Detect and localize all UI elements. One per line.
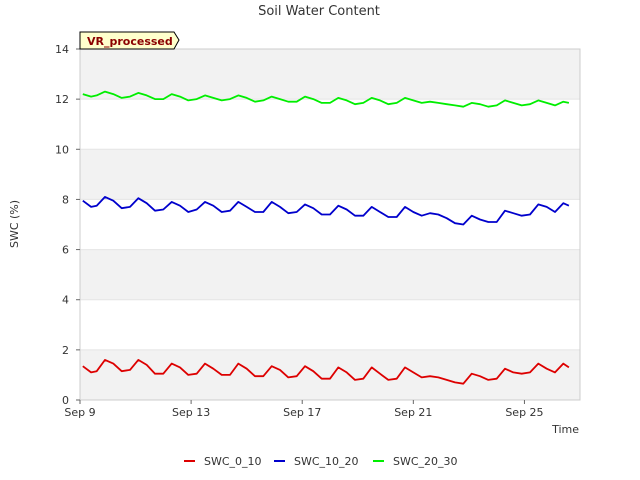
series-line-swc-10-20 [82, 195, 570, 226]
x-axis: Sep 9 Sep 13 Sep 17 Sep 21 Sep 25 [64, 400, 544, 419]
legend-label: SWC_20_30 [393, 455, 458, 468]
legend-label: SWC_0_10 [204, 455, 262, 468]
y-tick-label: 14 [55, 43, 69, 56]
grid-band [80, 49, 580, 100]
y-tick-label: 4 [62, 294, 69, 307]
y-tick-label: 0 [62, 394, 69, 407]
x-tick-label: Sep 9 [64, 406, 95, 419]
legend: SWC_0_10 SWC_10_20 SWC_20_30 [184, 455, 458, 468]
chart-title: Soil Water Content [258, 4, 380, 19]
y-tick-label: 2 [62, 344, 69, 357]
series-line-swc-20-30 [82, 90, 570, 108]
grid-band [80, 349, 580, 400]
x-axis-label: Time [551, 423, 579, 436]
y-axis: 0 2 4 6 8 10 12 14 [55, 43, 80, 407]
x-tick-label: Sep 17 [283, 406, 321, 419]
y-tick-label: 12 [55, 93, 69, 106]
badge-label: VR_processed [87, 35, 173, 48]
plot-frame [79, 48, 581, 401]
grid-band [80, 149, 580, 200]
y-tick-label: 6 [62, 244, 69, 257]
series-line-swc-0-10 [82, 358, 570, 385]
grid-bands [80, 48, 580, 401]
x-tick-label: Sep 25 [505, 406, 543, 419]
series-lines [82, 90, 570, 385]
y-tick-label: 8 [62, 193, 69, 206]
x-tick-label: Sep 21 [394, 406, 432, 419]
badge-box [79, 31, 180, 50]
legend-label: SWC_10_20 [294, 455, 359, 468]
x-tick-label: Sep 13 [172, 406, 210, 419]
y-axis-label: SWC (%) [8, 200, 21, 248]
vr-processed-badge: VR_processed [79, 31, 180, 50]
y-tick-label: 10 [55, 143, 69, 156]
grid-band [80, 249, 580, 300]
